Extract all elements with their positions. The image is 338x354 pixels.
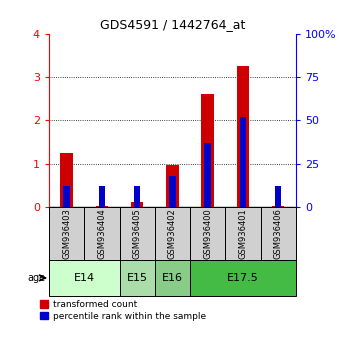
Bar <box>190 207 225 260</box>
Bar <box>190 260 296 296</box>
Text: E17.5: E17.5 <box>227 273 259 283</box>
Title: GDS4591 / 1442764_at: GDS4591 / 1442764_at <box>100 18 245 31</box>
Bar <box>61 153 73 207</box>
Bar <box>237 66 249 207</box>
Text: age: age <box>27 273 46 283</box>
Bar <box>96 206 108 207</box>
Text: GSM936400: GSM936400 <box>203 208 212 259</box>
Text: GSM936401: GSM936401 <box>238 208 247 259</box>
Legend: transformed count, percentile rank within the sample: transformed count, percentile rank withi… <box>40 300 206 321</box>
Bar <box>99 186 105 207</box>
Bar <box>120 260 155 296</box>
Bar <box>169 176 175 207</box>
Bar <box>134 186 140 207</box>
Bar <box>49 207 84 260</box>
Text: GSM936402: GSM936402 <box>168 208 177 259</box>
Bar <box>64 186 70 207</box>
Text: E15: E15 <box>127 273 148 283</box>
Bar <box>204 143 211 207</box>
Bar <box>261 207 296 260</box>
Text: GSM936403: GSM936403 <box>62 208 71 259</box>
Bar <box>155 260 190 296</box>
Bar <box>225 207 261 260</box>
Bar <box>155 207 190 260</box>
Bar <box>240 117 246 207</box>
Bar <box>272 206 284 207</box>
Bar <box>131 202 143 207</box>
Bar <box>120 207 155 260</box>
Bar <box>166 165 178 207</box>
Bar <box>201 95 214 207</box>
Text: E14: E14 <box>74 273 95 283</box>
Text: GSM936405: GSM936405 <box>132 208 142 259</box>
Bar <box>49 260 120 296</box>
Text: E16: E16 <box>162 273 183 283</box>
Text: GSM936406: GSM936406 <box>274 208 283 259</box>
Bar <box>275 186 281 207</box>
Bar <box>84 207 120 260</box>
Text: GSM936404: GSM936404 <box>97 208 106 259</box>
